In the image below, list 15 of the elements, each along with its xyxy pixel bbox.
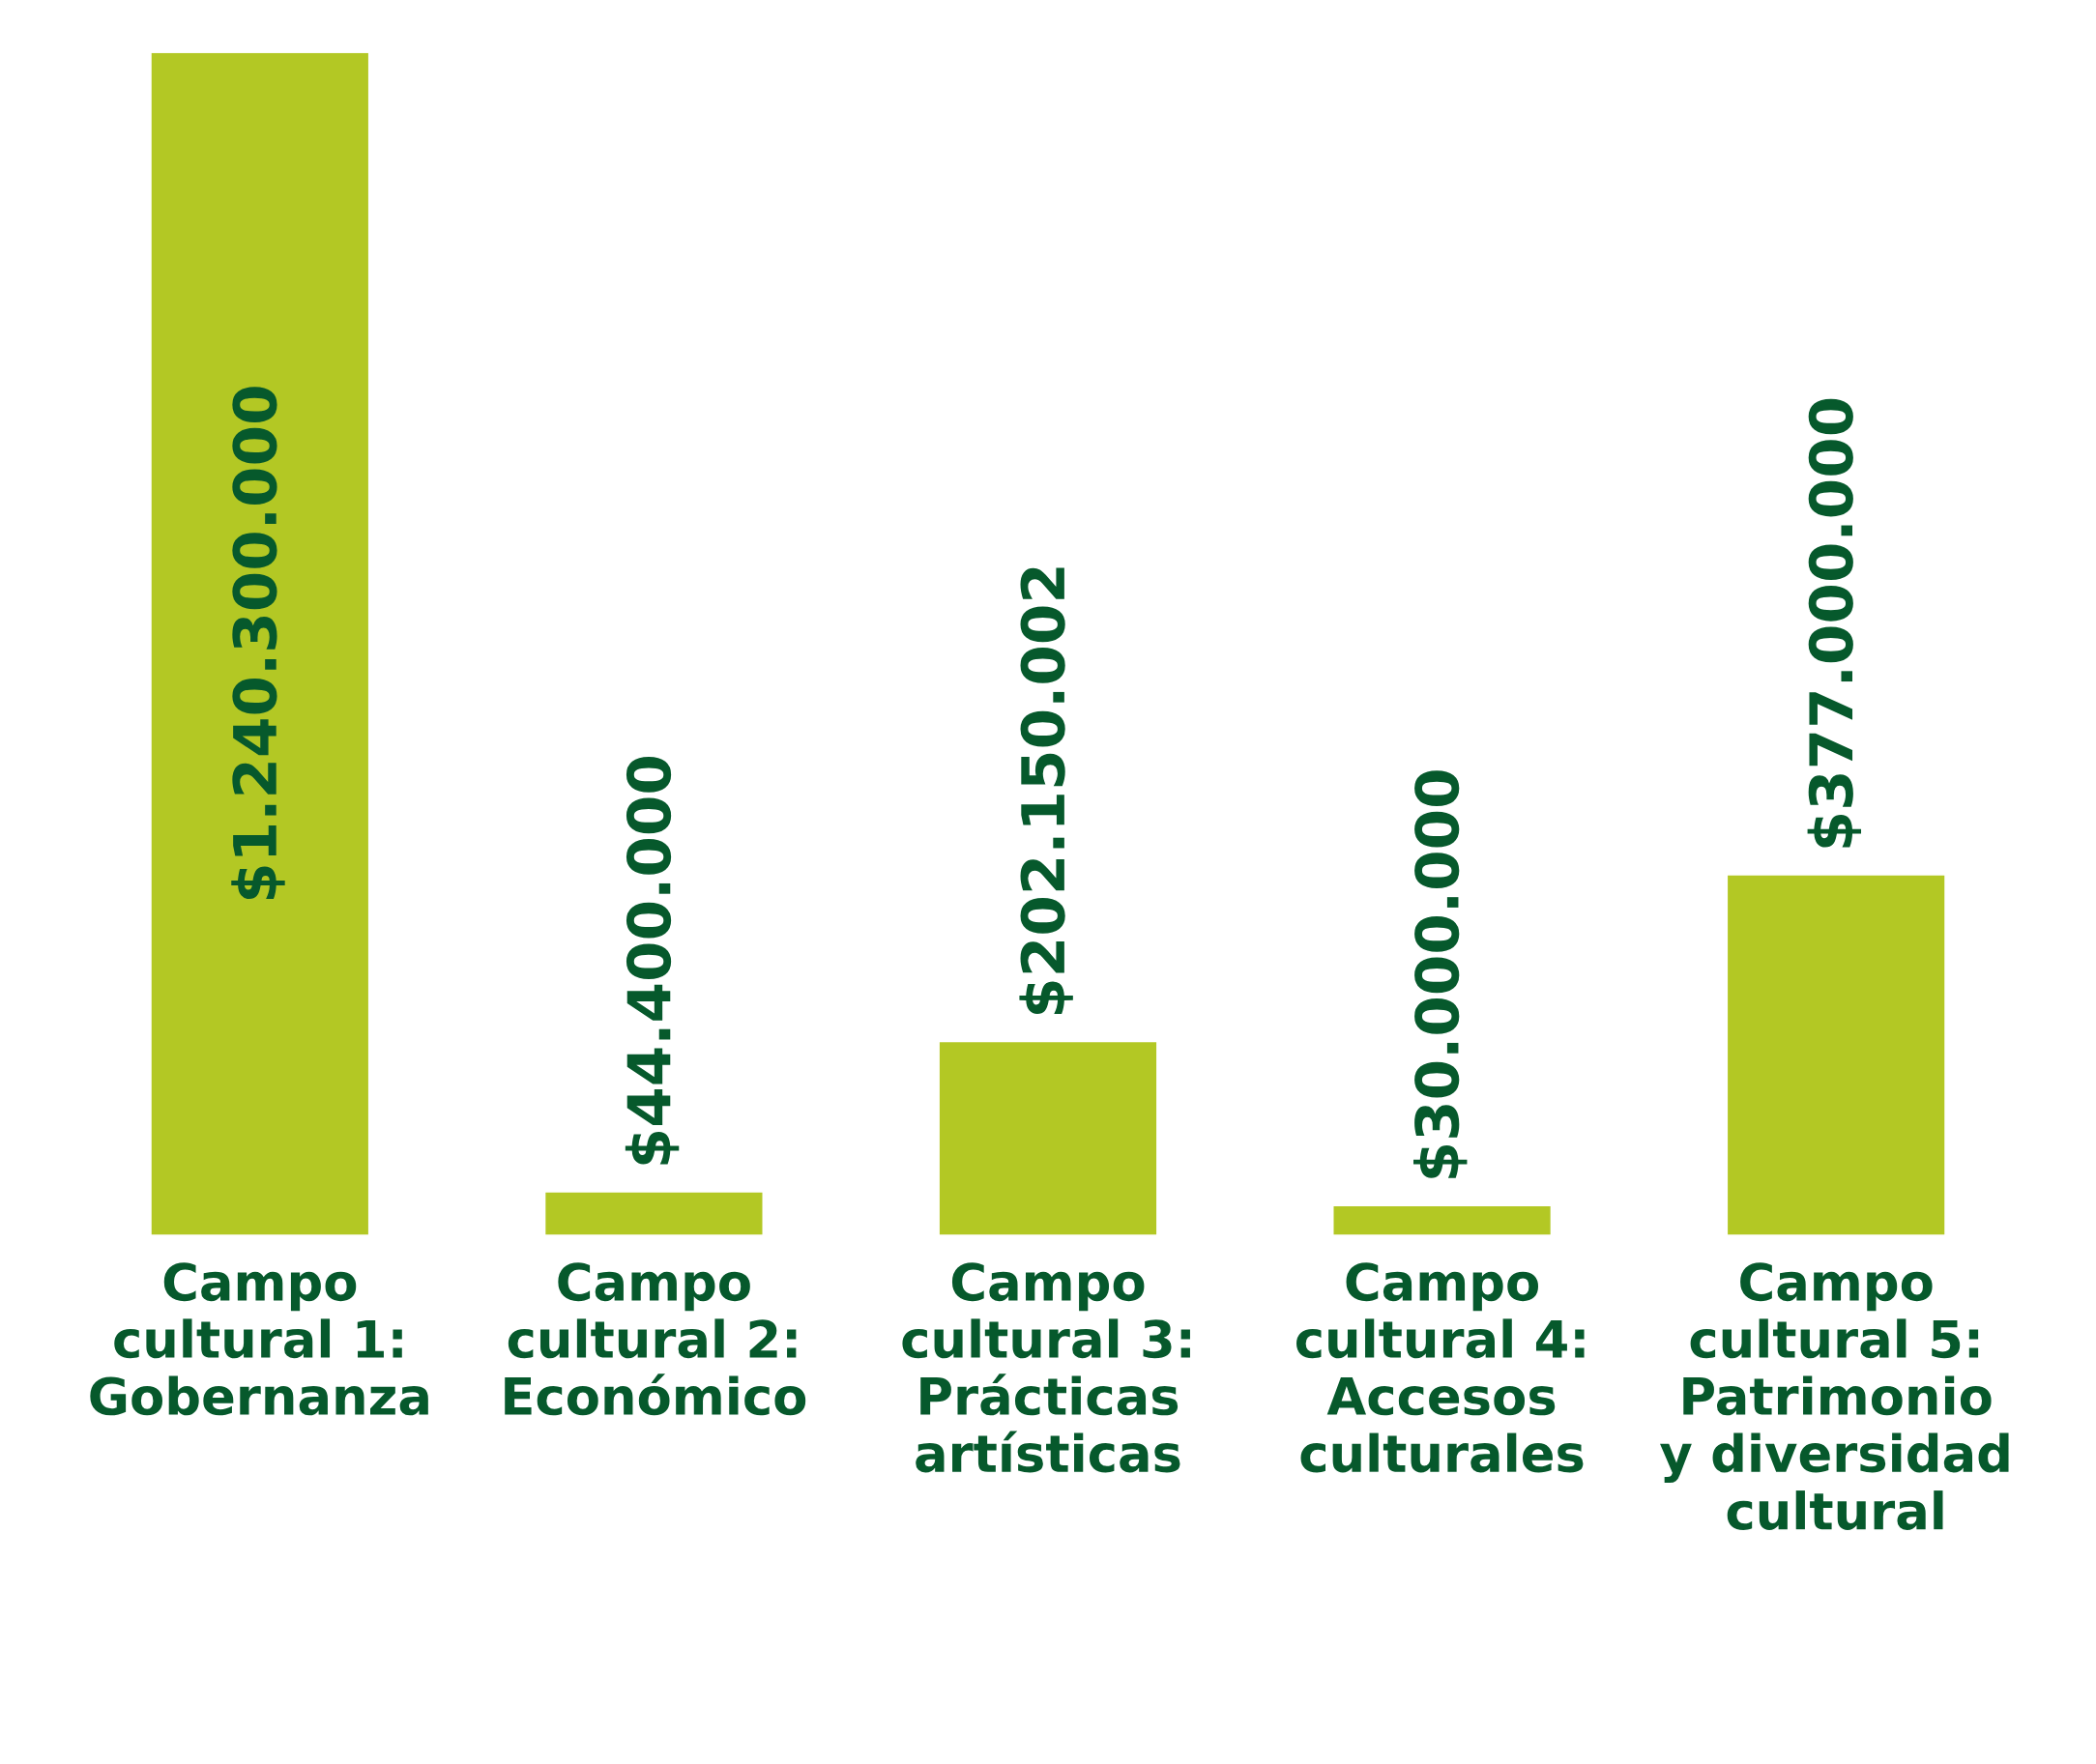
x-tick-label: Campo cultural 3: Prácticas artísticas	[902, 1262, 1190, 1473]
data-label: $44.400.000	[625, 757, 680, 1165]
x-tick-label: Campo cultural 5: Patrimonio y diversidad cultural	[1660, 1262, 2009, 1530]
data-label: $377.000.000	[1807, 398, 1862, 848]
bar	[1728, 875, 1945, 1235]
data-label: $30.000.000	[1413, 770, 1468, 1178]
data-label: $202.150.002	[1019, 567, 1073, 1014]
data-label: $1.240.300.000	[231, 387, 285, 900]
x-tick-label: Campo cultural 1: Gobernanza	[90, 1262, 428, 1416]
x-tick-label: Campo cultural 2: Económico	[505, 1262, 806, 1416]
bar	[1333, 1205, 1551, 1235]
bar	[151, 52, 368, 1235]
x-tick-label: Campo cultural 4: Accesos culturales	[1296, 1262, 1585, 1473]
bar	[545, 1192, 763, 1235]
bar	[939, 1042, 1157, 1235]
